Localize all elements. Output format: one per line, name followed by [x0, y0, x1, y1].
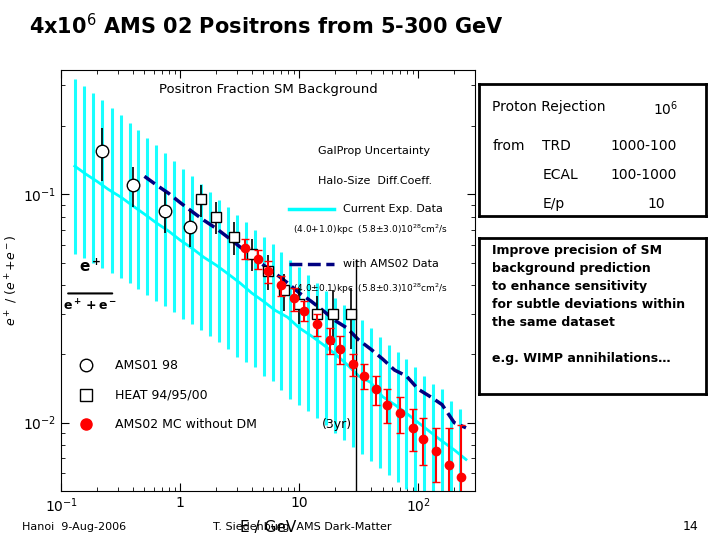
Text: with AMS02 Data: with AMS02 Data: [343, 259, 438, 269]
Text: (3yr): (3yr): [322, 417, 352, 430]
Text: 10$^6$: 10$^6$: [653, 99, 678, 118]
Text: Proton Rejection: Proton Rejection: [492, 99, 606, 113]
Text: 14: 14: [683, 520, 698, 534]
Text: $\mathbf{e^+ + e^-}$: $\mathbf{e^+ + e^-}$: [63, 298, 117, 313]
Text: from: from: [492, 139, 525, 153]
Y-axis label: $e^+$ / ($e^+$+$e^-$): $e^+$ / ($e^+$+$e^-$): [4, 235, 20, 327]
Text: GalProp Uncertainty: GalProp Uncertainty: [318, 146, 430, 156]
Text: 4x10$^{6}$ AMS 02 Positrons from 5-300 GeV: 4x10$^{6}$ AMS 02 Positrons from 5-300 G…: [29, 14, 503, 39]
Text: (4.0+1.0)kpc  (5.8±3.0)10$^{28}$cm$^2$/s: (4.0+1.0)kpc (5.8±3.0)10$^{28}$cm$^2$/s: [293, 223, 448, 238]
Text: Halo-Size  Diff.Coeff.: Halo-Size Diff.Coeff.: [318, 176, 432, 186]
Text: (4.0±0.1)kpc  (5.8±0.3)10$^{28}$cm$^2$/s: (4.0±0.1)kpc (5.8±0.3)10$^{28}$cm$^2$/s: [293, 282, 448, 296]
Text: E/p: E/p: [542, 198, 564, 212]
Text: HEAT 94/95/00: HEAT 94/95/00: [115, 388, 207, 401]
Text: TRD: TRD: [542, 139, 571, 153]
Text: 100-1000: 100-1000: [611, 168, 677, 183]
Text: 10: 10: [647, 198, 665, 212]
Text: Current Exp. Data: Current Exp. Data: [343, 204, 443, 214]
Text: Hanoi  9-Aug-2006: Hanoi 9-Aug-2006: [22, 522, 126, 532]
Text: AMS02 MC without DM: AMS02 MC without DM: [115, 417, 257, 430]
Text: Improve precision of SM
background prediction
to enhance sensitivity
for subtle : Improve precision of SM background predi…: [492, 244, 685, 365]
Text: T. Siedenburg  AMS Dark-Matter: T. Siedenburg AMS Dark-Matter: [213, 522, 392, 532]
Text: AMS01 98: AMS01 98: [115, 359, 178, 372]
Text: $\mathbf{e^+}$: $\mathbf{e^+}$: [79, 258, 102, 275]
X-axis label: E / GeV: E / GeV: [240, 521, 297, 536]
Text: ECAL: ECAL: [542, 168, 578, 183]
Text: Positron Fraction SM Background: Positron Fraction SM Background: [159, 83, 377, 96]
Text: 1000-100: 1000-100: [611, 139, 677, 153]
